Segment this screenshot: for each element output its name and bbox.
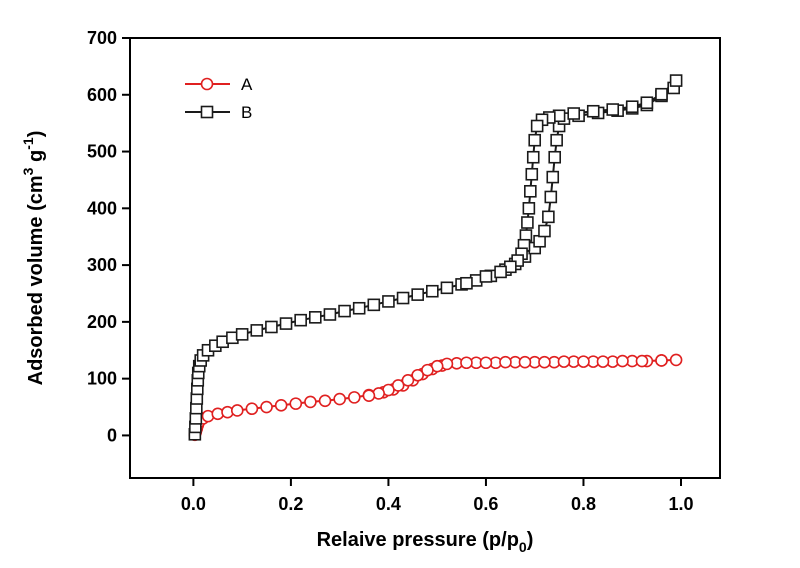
series-A [188, 353, 683, 442]
y-axis: 0 100 200 300 400 500 600 700 [87, 28, 130, 445]
circle-marker [538, 355, 551, 369]
square-marker [426, 284, 439, 298]
y-tick-label: 100 [87, 369, 117, 389]
legend-label: B [241, 103, 252, 122]
circle-marker [577, 355, 590, 368]
y-tick-label: 200 [87, 312, 117, 332]
square-marker [669, 74, 683, 87]
circle-marker [669, 353, 683, 367]
y-tick-label: 500 [87, 142, 117, 162]
legend-label: A [241, 75, 253, 94]
circle-marker [260, 400, 273, 414]
square-marker [294, 313, 307, 327]
square-marker [494, 265, 507, 279]
circle-marker [460, 356, 473, 370]
square-marker [533, 234, 546, 248]
square-marker [338, 304, 351, 318]
y-tick-label: 300 [87, 255, 117, 275]
square-marker [586, 104, 600, 118]
square-marker [279, 317, 293, 330]
square-marker [367, 298, 381, 312]
circle-marker [230, 404, 244, 417]
x-tick-label: 0.2 [278, 494, 303, 514]
square-marker [542, 210, 555, 224]
circle-marker [655, 354, 668, 367]
square-marker [189, 412, 203, 425]
legend-square-marker [200, 105, 214, 119]
x-tick-label: 0.8 [571, 494, 596, 514]
x-tick-label: 0.6 [473, 494, 498, 514]
circle-marker [616, 354, 629, 368]
y-tick-label: 0 [107, 425, 117, 445]
square-marker [308, 311, 322, 324]
circle-marker [318, 394, 332, 408]
circle-marker [411, 368, 424, 382]
square-marker [625, 100, 639, 113]
square-marker [521, 216, 534, 229]
plot-border [129, 37, 721, 479]
x-tick-label: 0.4 [376, 494, 401, 514]
square-marker [352, 301, 366, 315]
circle-marker [499, 355, 512, 369]
y-axis-label-group: Adsorbed volume (cm3 g-1) [20, 131, 47, 386]
square-marker [567, 107, 581, 120]
square-marker [530, 119, 544, 133]
square-marker [522, 202, 536, 215]
circle-marker [245, 402, 259, 416]
circle-marker [347, 391, 361, 404]
square-marker [526, 150, 540, 164]
circle-marker [635, 354, 649, 368]
square-marker [396, 291, 410, 305]
y-axis-label: Adsorbed volume (cm3 g-1) [20, 131, 47, 386]
y-tick-label: 700 [87, 28, 117, 48]
square-marker [382, 295, 395, 308]
y-tick-label: 400 [87, 198, 117, 218]
circle-marker [401, 374, 415, 387]
circle-marker [289, 397, 303, 410]
circle-marker [557, 355, 571, 368]
circle-marker [518, 355, 532, 369]
square-marker [606, 103, 620, 116]
square-marker [550, 133, 563, 147]
square-marker [323, 308, 337, 321]
square-marker [546, 170, 560, 184]
circle-marker [479, 356, 493, 370]
x-axis: 0.0 0.2 0.4 0.6 0.8 1.0 [181, 478, 694, 514]
circle-marker [596, 355, 610, 368]
x-tick-label: 1.0 [668, 494, 693, 514]
square-marker [524, 184, 537, 198]
square-marker [460, 276, 473, 290]
legend-circle-marker [200, 77, 214, 91]
square-marker [655, 87, 668, 101]
square-marker [265, 320, 278, 334]
square-marker [538, 224, 551, 238]
square-marker [640, 96, 654, 110]
circle-marker [274, 399, 288, 412]
square-marker [528, 133, 542, 147]
circle-marker [421, 363, 434, 377]
square-marker [548, 150, 562, 164]
square-marker [479, 270, 493, 283]
x-tick-label: 0.0 [181, 494, 206, 514]
square-marker [411, 288, 424, 301]
x-axis-label: Relaive pressure (p/p0) [317, 529, 534, 555]
y-tick-label: 600 [87, 85, 117, 105]
series-B [188, 74, 683, 441]
square-marker [544, 190, 558, 204]
circle-marker [304, 395, 317, 409]
square-marker [250, 324, 264, 337]
legend: AB [185, 75, 253, 122]
square-marker [525, 167, 539, 181]
square-marker [440, 281, 454, 295]
square-marker [235, 328, 249, 341]
circle-marker [333, 392, 346, 406]
circle-marker [362, 389, 376, 402]
